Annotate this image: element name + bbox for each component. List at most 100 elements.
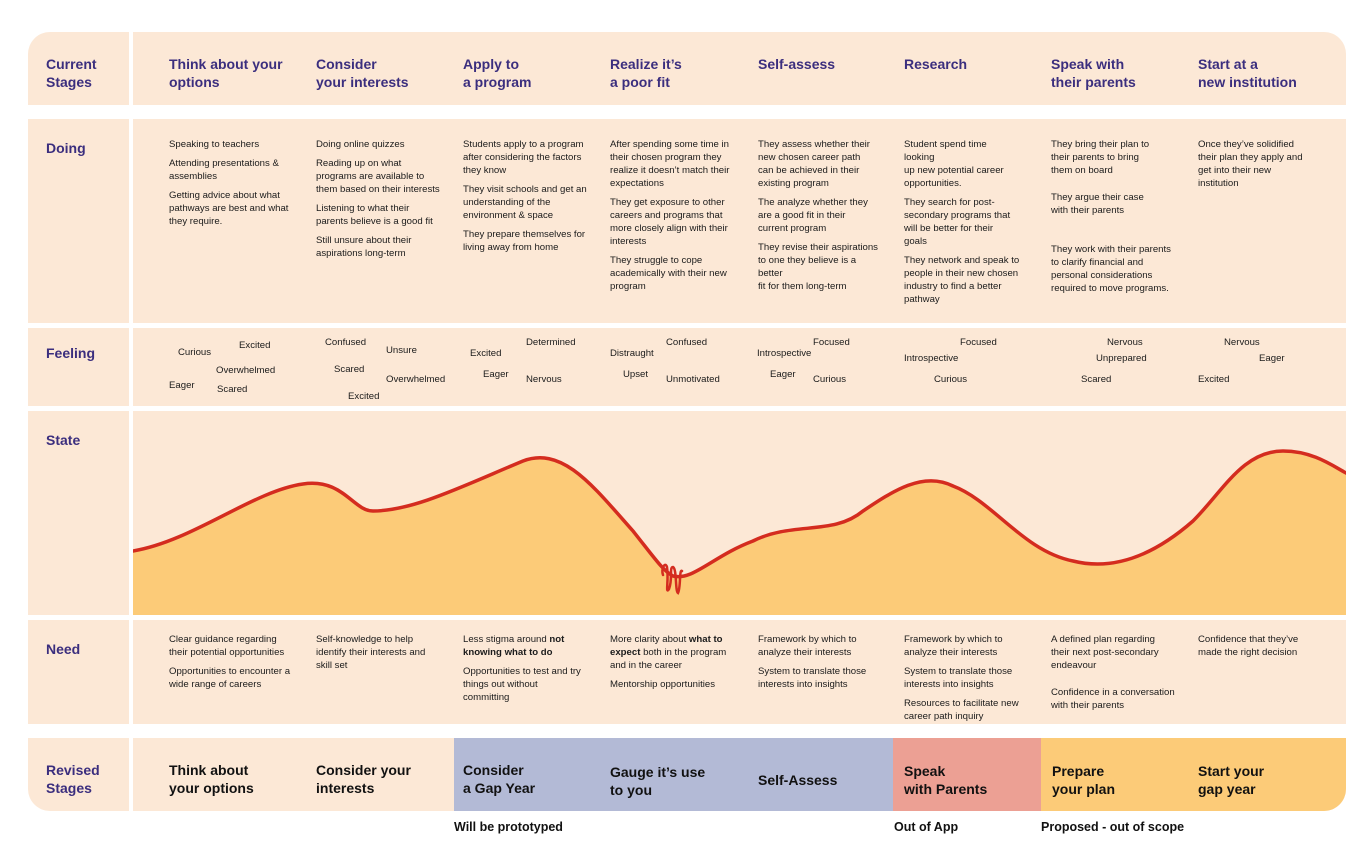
feeling-word: Focused xyxy=(960,337,997,348)
doing-column-8: Once they’ve solidified their plan they … xyxy=(1198,138,1338,196)
feeling-row: Feeling Curious Excited Overwhelmed Eage… xyxy=(28,328,1346,406)
need-text: both in the program and in the career xyxy=(610,647,727,671)
need-item: System to translate those interests into… xyxy=(758,666,867,690)
feeling-word: Overwhelmed xyxy=(216,365,276,376)
doing-item: They get exposure to other careers and p… xyxy=(610,197,728,247)
revised-stage-start-gap-year: Start your gap year xyxy=(1198,763,1265,797)
stage-think-about-options: Think about your options xyxy=(169,56,283,90)
doing-item: They struggle to cope academically with … xyxy=(610,255,727,292)
feeling-word: Confused xyxy=(666,337,708,348)
feeling-word: Nervous xyxy=(526,374,562,385)
row-label-state: State xyxy=(46,432,81,448)
revised-stage-speak-with-parents: Speak with Parents xyxy=(904,763,988,797)
feeling-word: Eager xyxy=(483,369,509,380)
need-item: More clarity about what to expect both i… xyxy=(610,633,750,672)
struggle-squiggle xyxy=(661,563,684,595)
doing-item: Reading up on what programs are availabl… xyxy=(316,158,440,195)
need-column-4: More clarity about what to expect both i… xyxy=(610,633,750,697)
doing-item: They search for post- secondary programs… xyxy=(904,197,1011,247)
feeling-word: Curious xyxy=(178,347,212,358)
feeling-word: Excited xyxy=(1198,374,1230,385)
footnote-prototyped: Will be prototyped xyxy=(454,820,563,834)
feeling-word: Nervous xyxy=(1107,337,1143,348)
row-label-need: Need xyxy=(46,641,81,657)
footnote-out-of-app: Out of App xyxy=(894,820,959,834)
need-item: Self-knowledge to help identify their in… xyxy=(316,634,426,671)
feeling-word: Scared xyxy=(334,364,365,375)
revised-stage-prepare-plan: Prepare your plan xyxy=(1052,763,1116,797)
need-item: Less stigma around not knowing what to d… xyxy=(463,633,603,659)
feeling-word: Eager xyxy=(770,369,796,380)
need-item: Framework by which to analyze their inte… xyxy=(758,634,857,658)
need-row: Need Clear guidance regarding their pote… xyxy=(28,620,1346,724)
need-column-1: Clear guidance regarding their potential… xyxy=(169,633,309,697)
feeling-word: Focused xyxy=(813,337,850,348)
need-text: More clarity about xyxy=(610,634,689,645)
need-item: Opportunities to test and try things out… xyxy=(463,666,581,703)
row-divider xyxy=(129,119,133,323)
doing-row: Doing Speaking to teachers Attending pre… xyxy=(28,119,1346,323)
doing-item: They revise their aspirations to one the… xyxy=(758,242,878,292)
feeling-word: Curious xyxy=(934,374,968,385)
row-label-doing: Doing xyxy=(46,140,86,156)
feeling-word: Introspective xyxy=(757,348,812,359)
revised-stage-think-about-options: Think about your options xyxy=(169,762,254,796)
journey-map: Current Stages Think about your options … xyxy=(28,32,1346,812)
state-curve-line xyxy=(133,449,1346,579)
doing-item: They network and speak to people in thei… xyxy=(904,255,1020,305)
doing-item: Student spend time looking up new potent… xyxy=(904,139,1004,189)
row-divider xyxy=(129,328,133,406)
feeling-word: Eager xyxy=(169,380,195,391)
doing-column-2: Doing online quizzes Reading up on what … xyxy=(316,138,456,266)
doing-item: Getting advice about what pathways are b… xyxy=(169,190,289,227)
need-item: Mentorship opportunities xyxy=(610,679,716,690)
doing-item: They prepare themselves for living away … xyxy=(463,229,586,253)
state-curve-fill xyxy=(133,451,1346,615)
doing-column-3: Students apply to a program after consid… xyxy=(463,138,603,260)
need-item: Resources to facilitate new career path … xyxy=(904,698,1019,722)
feeling-word: Overwhelmed xyxy=(386,374,446,385)
row-divider xyxy=(129,411,133,615)
doing-item: Once they’ve solidified their plan they … xyxy=(1198,139,1303,189)
need-item: Confidence in a conversation with their … xyxy=(1051,687,1175,711)
need-item: Opportunities to encounter a wide range … xyxy=(169,666,291,690)
doing-column-6: Student spend time looking up new potent… xyxy=(904,138,1044,312)
feeling-word: Excited xyxy=(239,340,271,351)
revised-stage-consider-interests: Consider your interests xyxy=(316,762,411,796)
row-label-revised-stages: Revised Stages xyxy=(46,762,100,796)
stage-speak-with-parents: Speak with their parents xyxy=(1051,56,1136,90)
doing-item: After spending some time in their chosen… xyxy=(610,139,730,189)
proposed-band xyxy=(1041,738,1346,811)
stage-apply-to-program: Apply to a program xyxy=(463,56,532,90)
state-row: State xyxy=(28,411,1346,615)
feeling-word: Excited xyxy=(470,348,502,359)
need-column-7: A defined plan regarding their next post… xyxy=(1051,633,1191,718)
feeling-word: Unprepared xyxy=(1096,353,1147,364)
doing-column-1: Speaking to teachers Attending presentat… xyxy=(169,138,309,234)
doing-item: Still unsure about their aspirations lon… xyxy=(316,235,412,259)
revised-stage-self-assess: Self-Assess xyxy=(758,772,838,788)
need-item: Clear guidance regarding their potential… xyxy=(169,634,285,658)
doing-item: Doing online quizzes xyxy=(316,139,405,150)
doing-item: Students apply to a program after consid… xyxy=(463,139,584,176)
revised-stages-row: Revised Stages Think about your options … xyxy=(28,738,1346,811)
feeling-word: Introspective xyxy=(904,353,959,364)
need-emphasis: not knowing what to do xyxy=(463,634,565,658)
feeling-word: Curious xyxy=(813,374,847,385)
need-emphasis: what to expect xyxy=(610,634,723,658)
need-item: System to translate those interests into… xyxy=(904,666,1013,690)
feeling-word: Distraught xyxy=(610,348,654,359)
row-divider xyxy=(129,738,133,811)
need-column-3: Less stigma around not knowing what to d… xyxy=(463,633,603,710)
emotional-state-curve xyxy=(133,449,1346,615)
feeling-word: Scared xyxy=(217,384,248,395)
doing-item: They work with their parents to clarify … xyxy=(1051,244,1171,294)
feeling-word: Confused xyxy=(325,337,367,348)
revised-stage-gauge-use: Gauge it’s use to you xyxy=(610,764,706,798)
doing-column-5: They assess whether their new chosen car… xyxy=(758,138,898,299)
stage-consider-interests: Consider your interests xyxy=(316,56,409,90)
doing-item: They visit schools and get an understand… xyxy=(463,184,587,221)
row-label-feeling: Feeling xyxy=(46,345,96,361)
doing-column-7: They bring their plan to their parents t… xyxy=(1051,138,1191,301)
doing-item: They argue their case with their parents xyxy=(1051,192,1144,216)
